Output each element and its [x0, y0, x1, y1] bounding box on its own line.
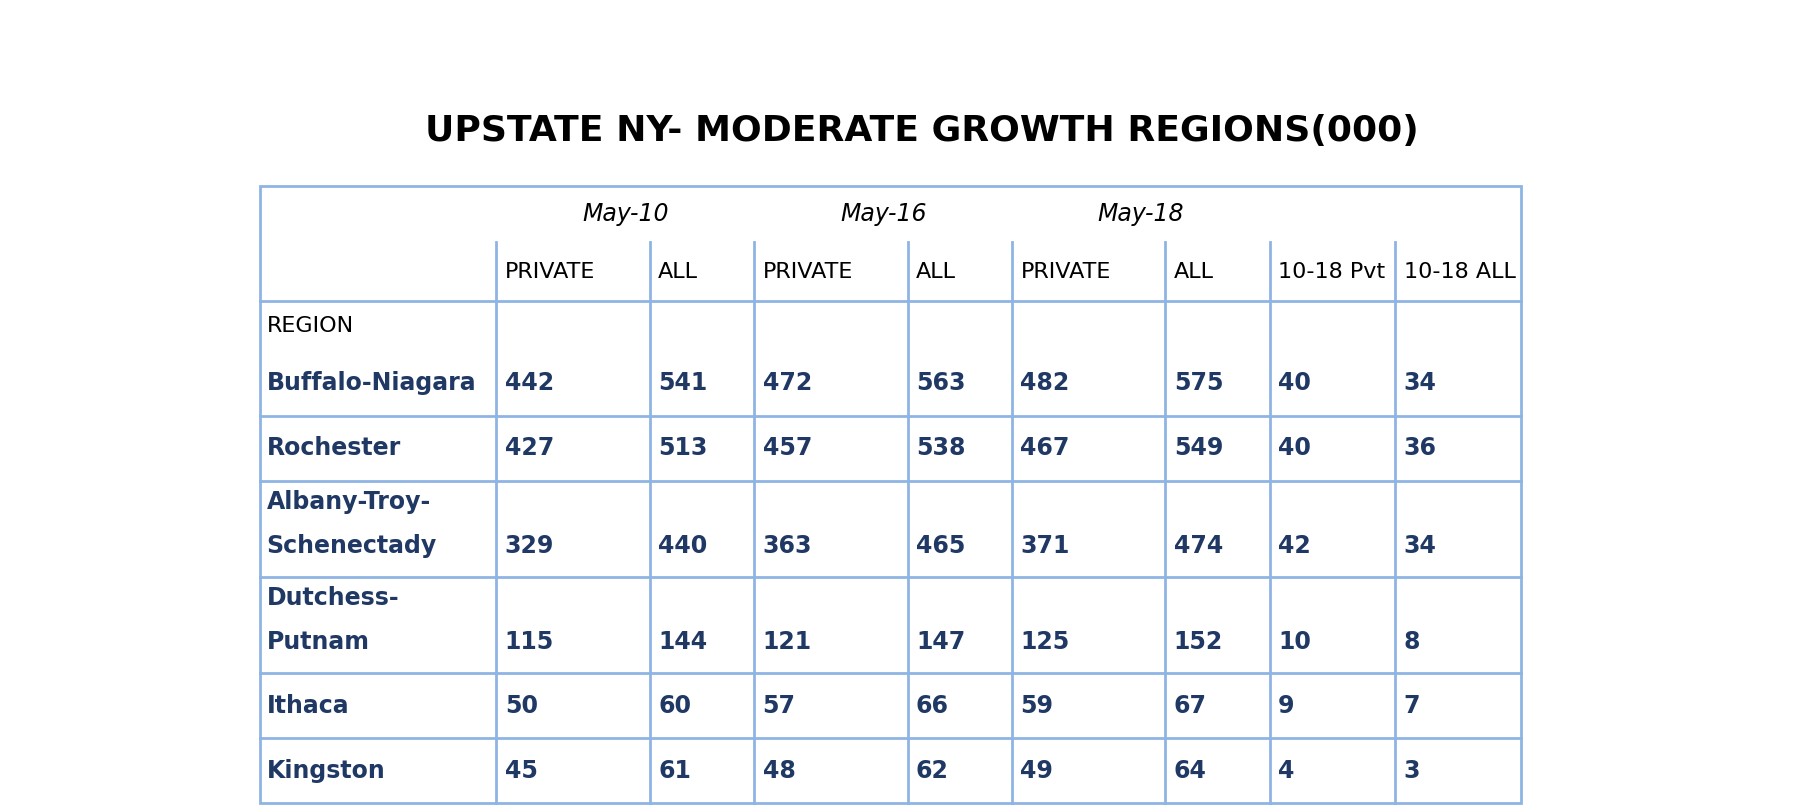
Text: 538: 538 — [915, 436, 966, 460]
Text: 575: 575 — [1174, 371, 1223, 395]
Text: 60: 60 — [658, 694, 690, 717]
Text: 40: 40 — [1278, 371, 1311, 395]
Text: 48: 48 — [762, 758, 795, 782]
Text: 8: 8 — [1404, 630, 1420, 654]
Text: 9: 9 — [1278, 694, 1295, 717]
Text: Ithaca: Ithaca — [266, 694, 349, 717]
Text: 563: 563 — [915, 371, 966, 395]
Text: UPSTATE NY- MODERATE GROWTH REGIONS(000): UPSTATE NY- MODERATE GROWTH REGIONS(000) — [424, 114, 1419, 147]
Text: Albany-Troy-: Albany-Troy- — [266, 490, 432, 514]
Text: 57: 57 — [762, 694, 797, 717]
Text: 121: 121 — [762, 630, 811, 654]
Text: Rochester: Rochester — [266, 436, 401, 460]
Text: May-16: May-16 — [840, 202, 926, 226]
Text: ALL: ALL — [1174, 262, 1214, 282]
Text: 67: 67 — [1174, 694, 1206, 717]
Text: 59: 59 — [1021, 694, 1054, 717]
Text: 152: 152 — [1174, 630, 1223, 654]
Text: 3: 3 — [1404, 758, 1420, 782]
Text: PRIVATE: PRIVATE — [1021, 262, 1111, 282]
Text: 549: 549 — [1174, 436, 1223, 460]
Text: PRIVATE: PRIVATE — [505, 262, 595, 282]
Text: 34: 34 — [1404, 371, 1437, 395]
Text: ALL: ALL — [658, 262, 698, 282]
Text: Kingston: Kingston — [266, 758, 385, 782]
Text: 10: 10 — [1278, 630, 1311, 654]
Text: 7: 7 — [1404, 694, 1420, 717]
Text: 10-18 ALL: 10-18 ALL — [1404, 262, 1516, 282]
Text: REGION: REGION — [266, 316, 354, 336]
Text: 440: 440 — [658, 535, 707, 558]
Text: 40: 40 — [1278, 436, 1311, 460]
Text: May-18: May-18 — [1099, 202, 1185, 226]
Text: 465: 465 — [915, 535, 966, 558]
Text: 371: 371 — [1021, 535, 1070, 558]
Text: Dutchess-: Dutchess- — [266, 586, 399, 610]
Text: 363: 363 — [762, 535, 813, 558]
Text: 62: 62 — [915, 758, 949, 782]
Text: 64: 64 — [1174, 758, 1206, 782]
Text: 467: 467 — [1021, 436, 1070, 460]
Text: 457: 457 — [762, 436, 813, 460]
Text: 10-18 Pvt: 10-18 Pvt — [1278, 262, 1384, 282]
Text: PRIVATE: PRIVATE — [762, 262, 852, 282]
Text: May-10: May-10 — [583, 202, 669, 226]
Text: 442: 442 — [505, 371, 554, 395]
Text: 472: 472 — [762, 371, 813, 395]
Text: 49: 49 — [1021, 758, 1054, 782]
Text: Putnam: Putnam — [266, 630, 370, 654]
Text: 50: 50 — [505, 694, 538, 717]
Text: 36: 36 — [1404, 436, 1437, 460]
Text: 482: 482 — [1021, 371, 1070, 395]
Text: 115: 115 — [505, 630, 554, 654]
Text: 4: 4 — [1278, 758, 1295, 782]
Text: 125: 125 — [1021, 630, 1070, 654]
Text: 513: 513 — [658, 436, 707, 460]
Text: 45: 45 — [505, 758, 538, 782]
Text: 329: 329 — [505, 535, 554, 558]
Text: Schenectady: Schenectady — [266, 535, 437, 558]
Text: 147: 147 — [915, 630, 966, 654]
Text: 541: 541 — [658, 371, 707, 395]
Text: ALL: ALL — [915, 262, 957, 282]
Text: 474: 474 — [1174, 535, 1223, 558]
Text: 61: 61 — [658, 758, 690, 782]
Text: 427: 427 — [505, 436, 554, 460]
Text: 66: 66 — [915, 694, 949, 717]
Text: 144: 144 — [658, 630, 707, 654]
Text: 34: 34 — [1404, 535, 1437, 558]
Text: 42: 42 — [1278, 535, 1311, 558]
Text: Buffalo-Niagara: Buffalo-Niagara — [266, 371, 476, 395]
